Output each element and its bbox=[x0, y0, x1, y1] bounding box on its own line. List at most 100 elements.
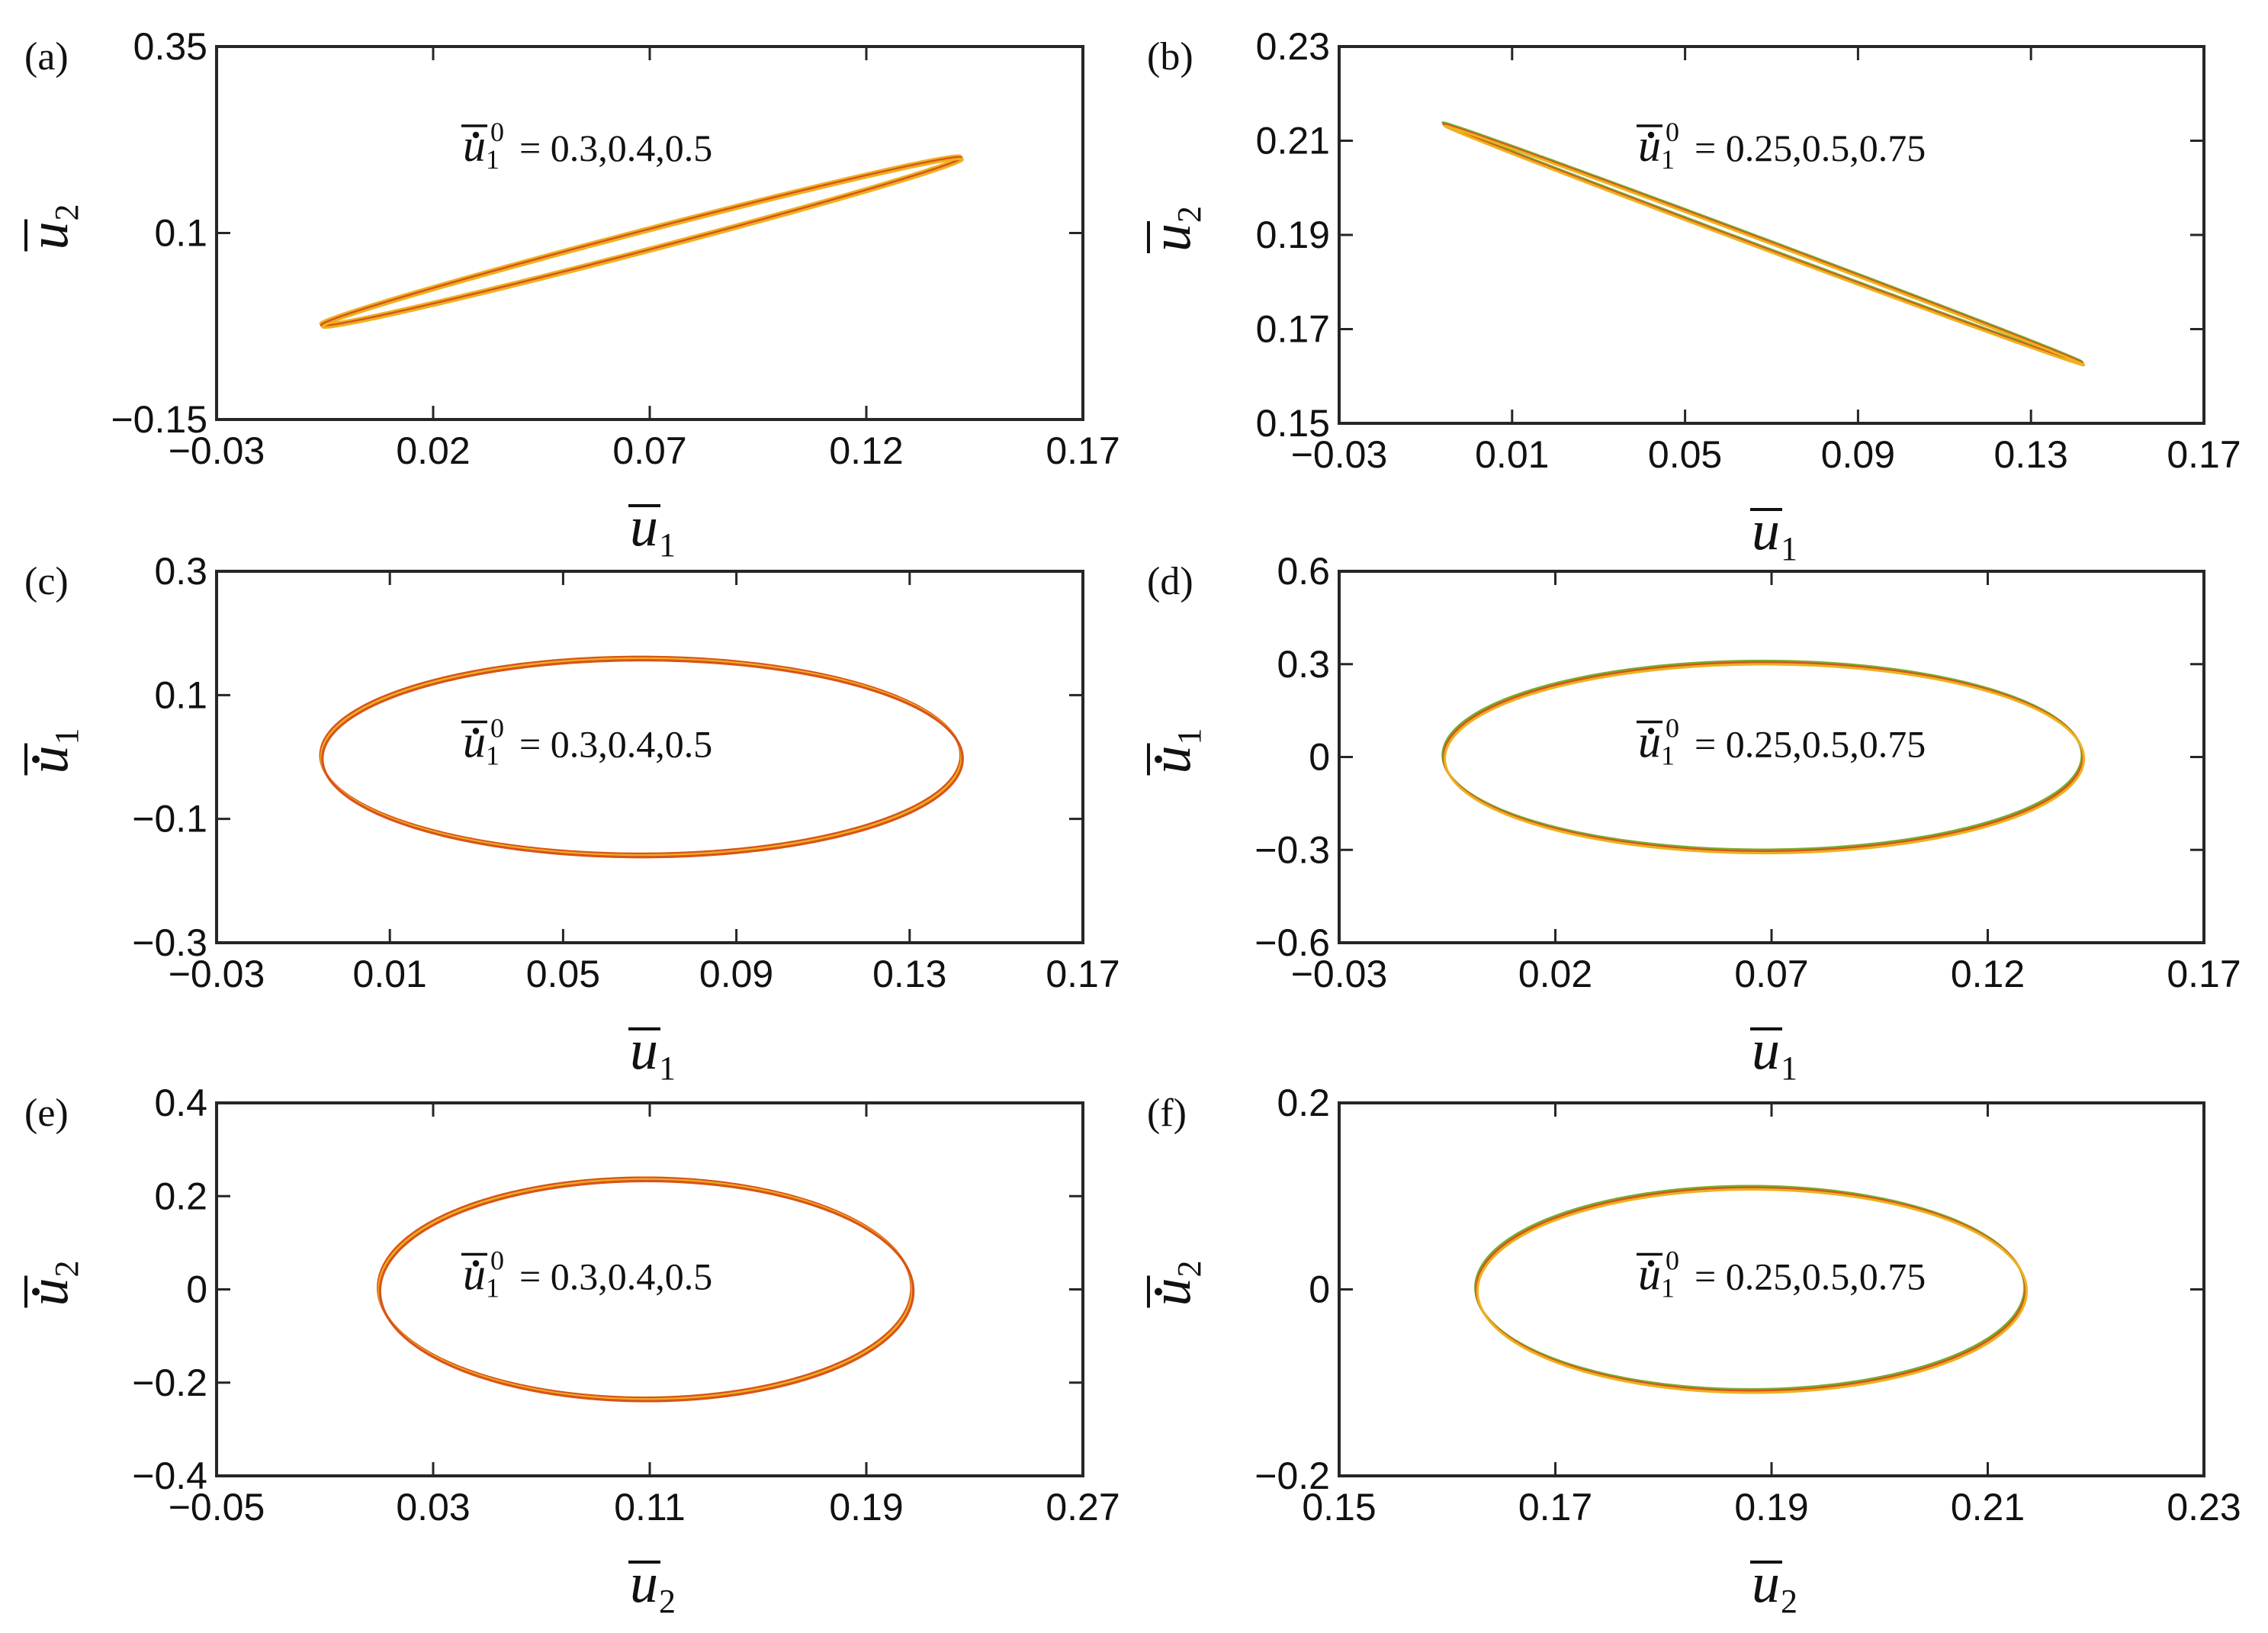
x-tick-label: 0.11 bbox=[614, 1486, 686, 1529]
annotation-sup: 0 bbox=[490, 1246, 504, 1276]
plot-frame bbox=[215, 1101, 1084, 1477]
panel-label: (c) bbox=[24, 560, 69, 603]
x-tick-label: 0.07 bbox=[612, 429, 686, 472]
y-axis-label: u2 bbox=[18, 204, 85, 252]
x-tick-label: 0.27 bbox=[1046, 1486, 1120, 1529]
annotation-sup: 0 bbox=[490, 117, 504, 147]
annotation-text: = 0.3,0.4,0.5 bbox=[519, 723, 712, 766]
y-tick-label: 0.15 bbox=[1256, 402, 1330, 445]
x-tick-label: 0.17 bbox=[1046, 429, 1120, 472]
y-axis-label: u2 bbox=[18, 1261, 85, 1308]
series-line-0.75 bbox=[1443, 124, 2086, 367]
annotation-var: u bbox=[1638, 121, 1661, 171]
y-axis-var: u bbox=[1140, 746, 1203, 774]
y-tick-label: 0.1 bbox=[154, 212, 207, 255]
x-tick-label: 0.13 bbox=[1994, 433, 2068, 476]
y-tick-label: 0 bbox=[186, 1268, 207, 1311]
series-line-0.75 bbox=[1476, 1188, 2029, 1394]
annotation: u 10 = 0.3,0.4,0.5 bbox=[461, 117, 712, 175]
y-tick-label: 0 bbox=[1309, 736, 1330, 779]
x-tick-label: −0.05 bbox=[169, 1486, 265, 1529]
y-tick-label: −0.3 bbox=[1254, 828, 1330, 871]
annotation-var: u bbox=[463, 717, 486, 767]
y-axis-sub: 1 bbox=[1171, 728, 1208, 745]
annotation-dot bbox=[472, 728, 480, 735]
annotation-dot bbox=[472, 1260, 480, 1267]
x-tick-label: 0.13 bbox=[872, 953, 946, 995]
annotation: u 10 = 0.3,0.4,0.5 bbox=[461, 713, 712, 771]
panel-label: (a) bbox=[24, 35, 69, 79]
annotation-sup: 0 bbox=[1666, 1246, 1679, 1276]
series-line-0.3 bbox=[319, 154, 962, 326]
annotation-var: u bbox=[463, 121, 486, 171]
x-tick-label: 0.12 bbox=[829, 429, 903, 472]
y-axis-label: u1 bbox=[18, 728, 85, 776]
panel-label: (b) bbox=[1147, 35, 1193, 79]
y-axis-label: u1 bbox=[1140, 728, 1208, 776]
annotation-text: = 0.3,0.4,0.5 bbox=[519, 1255, 712, 1298]
y-axis-var: u bbox=[18, 746, 80, 774]
x-tick-label: 0.12 bbox=[1951, 953, 2025, 995]
x-tick-label: 0.05 bbox=[526, 953, 600, 995]
annotation-text: = 0.25,0.5,0.75 bbox=[1695, 723, 1926, 766]
x-tick-label: 0.05 bbox=[1648, 433, 1722, 476]
series-line-0.5 bbox=[321, 659, 964, 859]
chart-panel-a: −0.03 0.02 0.07 0.12 0.17−0.150.10.35(a)u 1u2… bbox=[18, 25, 1120, 564]
chart-panel-c: −0.03 0.01 0.05 0.09 0.13 0.17 −0.3 −0.1 0.1 0.3 (… bbox=[18, 550, 1120, 1087]
y-axis-var: u bbox=[18, 222, 80, 250]
y-axis-sub: 2 bbox=[48, 204, 85, 221]
annotation-sub: 1 bbox=[1661, 741, 1675, 771]
y-tick-label: −0.4 bbox=[132, 1455, 207, 1497]
x-tick-label: 0.17 bbox=[1518, 1486, 1592, 1529]
y-tick-label: 0.17 bbox=[1256, 308, 1330, 351]
annotation-sub: 1 bbox=[486, 1273, 500, 1304]
annotation: u 10 = 0.25,0.5,0.75 bbox=[1637, 1246, 1926, 1304]
plot-frame bbox=[1338, 1101, 2205, 1477]
series-line-0.75 bbox=[1443, 663, 2086, 855]
plot-frame bbox=[1338, 570, 2205, 944]
y-tick-label: −0.2 bbox=[1254, 1455, 1330, 1497]
y-tick-label: 0.3 bbox=[154, 550, 207, 593]
y-tick-label: −0.2 bbox=[132, 1361, 207, 1404]
y-axis-sub: 2 bbox=[1171, 1261, 1208, 1278]
x-axis-sub: 1 bbox=[1781, 530, 1797, 567]
y-axis-label: u2 bbox=[1140, 206, 1208, 253]
x-tick-label: −0.03 bbox=[169, 953, 265, 995]
x-tick-label: 0.09 bbox=[699, 953, 773, 995]
x-tick-label: 0.02 bbox=[396, 429, 470, 472]
annotation-dot bbox=[1647, 728, 1655, 735]
y-axis-var: u bbox=[18, 1278, 80, 1307]
plot-frame bbox=[215, 570, 1084, 944]
x-axis-sub: 1 bbox=[659, 1050, 676, 1087]
y-tick-label: −0.6 bbox=[1254, 921, 1330, 964]
x-tick-label: −0.03 bbox=[169, 429, 265, 472]
annotation: u 10 = 0.25,0.5,0.75 bbox=[1637, 117, 1926, 175]
y-axis-dot bbox=[1155, 755, 1162, 763]
annotation-dot bbox=[1647, 1260, 1655, 1267]
y-tick-label: 0.1 bbox=[154, 673, 207, 716]
x-tick-label: 0.15 bbox=[1302, 1486, 1376, 1529]
chart-panel-d: −0.03 0.02 0.07 0.12 0.17 −0.6 −0.3 0 0.3 0.6 (d) u… bbox=[1140, 550, 2241, 1087]
x-axis-sub: 2 bbox=[659, 1583, 676, 1620]
x-tick-label: 0.17 bbox=[2167, 953, 2241, 995]
y-tick-label: 0.2 bbox=[1277, 1082, 1330, 1124]
x-axis-sub: 2 bbox=[1781, 1583, 1797, 1620]
y-axis-sub: 2 bbox=[1171, 206, 1208, 223]
annotation-text: = 0.25,0.5,0.75 bbox=[1695, 1255, 1926, 1298]
x-tick-label: 0.09 bbox=[1821, 433, 1895, 476]
x-tick-label: 0.01 bbox=[353, 953, 427, 995]
annotation-dot bbox=[472, 131, 480, 139]
x-tick-label: −0.03 bbox=[1291, 953, 1388, 995]
series-line-0.5 bbox=[321, 157, 964, 329]
y-tick-label: 0.23 bbox=[1256, 25, 1330, 68]
y-tick-label: 0.3 bbox=[1277, 643, 1330, 686]
y-axis-dot bbox=[32, 755, 40, 763]
annotation-var: u bbox=[1638, 717, 1661, 767]
series-line-0.5 bbox=[378, 1179, 915, 1403]
series-line-0.4 bbox=[320, 156, 963, 327]
